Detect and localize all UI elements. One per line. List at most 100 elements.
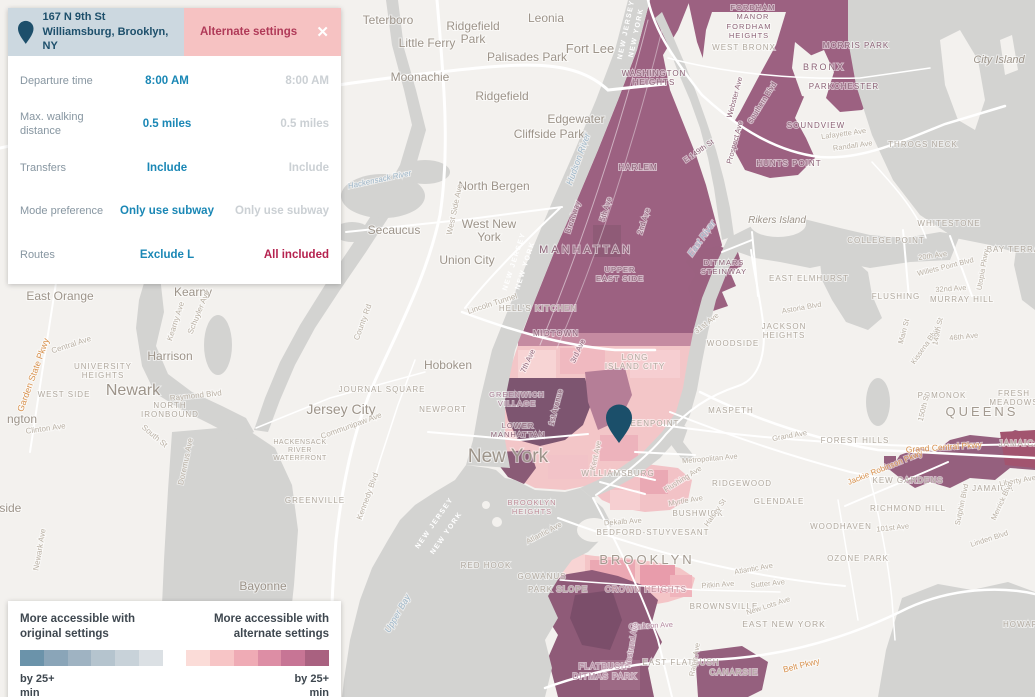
map-label: PARK SLOPE	[528, 585, 588, 594]
legend-left-value: by 25+	[20, 672, 55, 685]
setting-row-departure-time: Departure time 8:00 AM 8:00 AM	[20, 59, 329, 103]
map-label: FORDHAM	[727, 22, 772, 31]
map-label: East Orange	[26, 289, 94, 303]
legend-color-cell	[138, 649, 163, 666]
map-label: COLLEGE POINT	[847, 236, 924, 245]
map-label: City Island	[973, 54, 1025, 66]
setting-label: Routes	[20, 248, 55, 261]
map-label: Moonachie	[391, 70, 450, 84]
map-label: EAST SIDE	[596, 274, 644, 283]
legend-color-cell	[186, 649, 211, 666]
map-label: PARKCHESTER	[809, 82, 879, 91]
map-label: FOREST HILLS	[821, 436, 890, 445]
map-label: BRONX	[803, 62, 845, 72]
alternate-value[interactable]: 8:00 AM	[285, 74, 329, 87]
map-label: BEDFORD-STUYVESANT	[596, 528, 709, 537]
map-label: FLUSHING	[872, 292, 920, 301]
original-value[interactable]: 0.5 miles	[142, 118, 192, 131]
map-label: BUSHWICK	[672, 509, 723, 518]
map-label: MANOR	[737, 12, 770, 21]
map-label: MANHATTAN	[539, 244, 633, 256]
original-value[interactable]: 8:00 AM	[145, 74, 189, 87]
legend-color-cell	[305, 649, 329, 666]
map-label: GLENDALE	[754, 497, 805, 506]
legend-color-cell	[91, 649, 116, 666]
map-label: STEINWAY	[701, 267, 747, 276]
map-label: GREENPOINT	[617, 419, 680, 428]
map-label: New York	[468, 446, 549, 467]
alternate-value[interactable]: All included	[263, 248, 329, 261]
original-value[interactable]: Only use subway	[120, 205, 214, 218]
location-pin[interactable]	[606, 404, 632, 444]
map-label: RED HOOK	[461, 561, 512, 570]
map-label: Ridgefield	[446, 19, 499, 33]
alternate-value[interactable]: Only use subway	[235, 205, 329, 218]
map-label: Hoboken	[424, 358, 472, 372]
map-label: JOURNAL SQUARE	[338, 385, 425, 394]
map-label: IRONBOUND	[141, 410, 199, 419]
legend-color-cell	[210, 649, 234, 666]
map-label: KEW GARDENS	[872, 476, 943, 485]
map-label: JACKSON	[762, 322, 807, 331]
map-label: Rikers Island	[748, 215, 806, 226]
map-label: JAMAICA ESTATES	[999, 439, 1035, 448]
map-label: 46th Ave	[949, 331, 979, 343]
map-label: CROWN HEIGHTS	[605, 585, 687, 594]
map-label: RIVER	[288, 447, 312, 454]
legend-right-value: by 25+	[294, 672, 329, 685]
original-value[interactable]: Exclude L	[139, 248, 195, 261]
address-line1: 167 N 9th St	[42, 10, 106, 23]
legend-right-scale: by 25+ min	[294, 672, 329, 697]
map-label: OZONE PARK	[827, 554, 889, 563]
map-label: LOWER	[502, 421, 535, 430]
map-label: North Bergen	[458, 179, 529, 193]
map-label: MEADOWS	[989, 398, 1035, 407]
map-label: SOUNDVIEW	[787, 121, 845, 130]
map-label: Jersey City	[306, 401, 375, 417]
map-label: HEIGHTS	[512, 507, 552, 516]
legend-color-cell	[281, 649, 306, 666]
map-label: QUEENS	[946, 404, 1019, 419]
map-label: BROWNSVILLE	[690, 602, 759, 611]
map-label: Fort Lee	[566, 41, 614, 56]
alternate-value[interactable]: Include	[288, 161, 329, 174]
map-label: Little Ferry	[399, 36, 456, 50]
map-label: FRESH	[998, 389, 1030, 398]
map-label: CANARSIE	[710, 668, 759, 677]
alternate-value[interactable]: 0.5 miles	[280, 118, 329, 131]
original-value[interactable]: Include	[146, 161, 188, 174]
map-label: HARLEM	[618, 163, 657, 172]
map-label: GREENWICH	[489, 390, 545, 399]
map-label: Cliffside Park	[514, 127, 585, 141]
alternate-settings-tab[interactable]: Alternate settings ✕	[184, 8, 341, 56]
map-label: HELL'S KITCHEN	[499, 304, 577, 313]
map-label: HOWARD BEACH	[1003, 620, 1035, 629]
map-label: WEST SIDE	[38, 390, 91, 399]
map-label: 32nd Ave	[935, 283, 967, 294]
map-label: MASPETH	[708, 406, 754, 415]
map-label: Edgewater	[547, 112, 604, 126]
legend-color-cell	[20, 649, 44, 666]
map-label: Leonia	[528, 11, 564, 25]
map-label: VILLAGE	[498, 399, 536, 408]
map-label: HEIGHTS	[82, 371, 125, 380]
legend-color-cell	[162, 649, 187, 666]
map-label: UNIVERSITY	[74, 362, 132, 371]
close-icon[interactable]: ✕	[316, 23, 329, 41]
setting-row-routes: Routes Exclude L All included	[20, 233, 329, 277]
map-label: UPPER	[605, 265, 636, 274]
map-label: WEST BRONX	[712, 43, 776, 52]
map-label: DITMARS	[704, 258, 745, 267]
legend-panel: More accessible with original settings M…	[8, 601, 341, 697]
origin-address[interactable]: 167 N 9th St Williamsburg, Brooklyn, NY	[8, 8, 184, 56]
map-label: York	[477, 230, 502, 244]
setting-row-transfers: Transfers Include Include	[20, 146, 329, 190]
map-label: HEIGHTS	[763, 331, 806, 340]
map-label: Union City	[439, 253, 494, 267]
setting-label: Departure time	[20, 74, 93, 87]
legend-left-unit: min	[20, 687, 40, 697]
legend-gradient	[20, 649, 329, 666]
setting-label: Max. walking distance	[20, 110, 84, 138]
